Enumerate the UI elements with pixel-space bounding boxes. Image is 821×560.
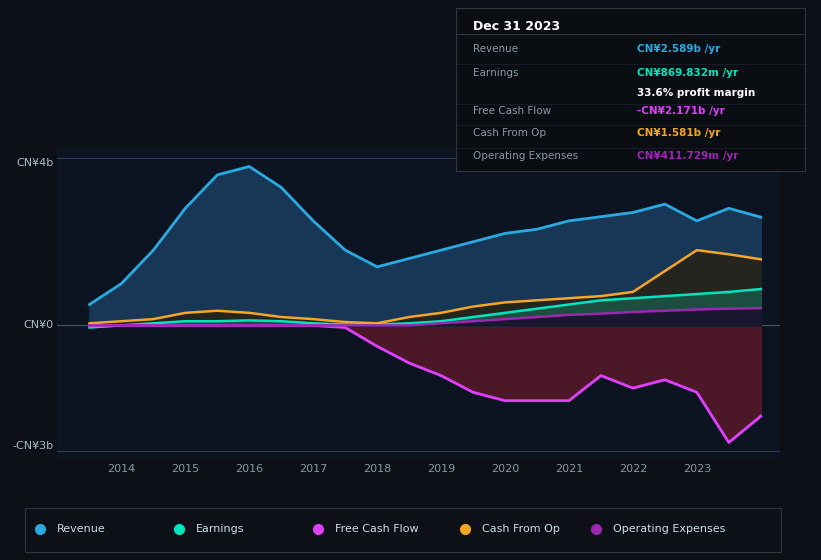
Text: -CN¥3b: -CN¥3b <box>13 441 54 451</box>
Text: CN¥0: CN¥0 <box>24 320 54 330</box>
Text: Operating Expenses: Operating Expenses <box>612 524 725 534</box>
Text: 33.6% profit margin: 33.6% profit margin <box>637 88 755 98</box>
Text: Cash From Op: Cash From Op <box>473 128 546 138</box>
Text: CN¥4b: CN¥4b <box>16 158 54 168</box>
Text: CN¥869.832m /yr: CN¥869.832m /yr <box>637 68 738 78</box>
Text: CN¥1.581b /yr: CN¥1.581b /yr <box>637 128 721 138</box>
Text: Free Cash Flow: Free Cash Flow <box>473 106 551 116</box>
Text: -CN¥2.171b /yr: -CN¥2.171b /yr <box>637 106 725 116</box>
Text: Dec 31 2023: Dec 31 2023 <box>473 20 560 33</box>
Text: Cash From Op: Cash From Op <box>481 524 559 534</box>
Text: Revenue: Revenue <box>57 524 106 534</box>
Text: CN¥411.729m /yr: CN¥411.729m /yr <box>637 151 738 161</box>
Text: Earnings: Earnings <box>473 68 519 78</box>
Text: Free Cash Flow: Free Cash Flow <box>335 524 419 534</box>
Text: Earnings: Earnings <box>196 524 245 534</box>
Text: Operating Expenses: Operating Expenses <box>473 151 578 161</box>
Text: CN¥2.589b /yr: CN¥2.589b /yr <box>637 44 720 54</box>
Text: Revenue: Revenue <box>473 44 518 54</box>
